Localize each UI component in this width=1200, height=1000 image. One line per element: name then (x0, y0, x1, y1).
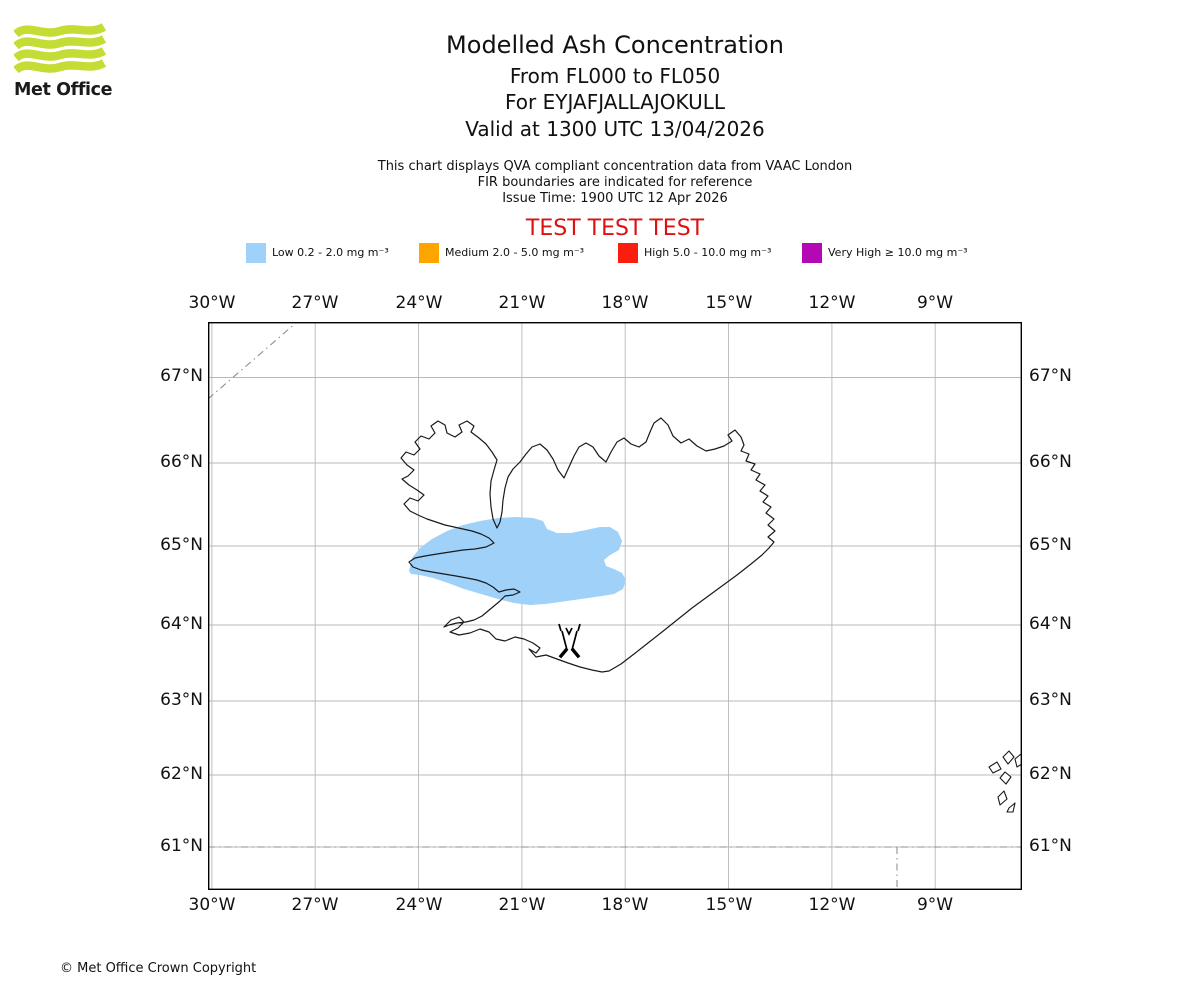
y-tick-left: 63°N (160, 690, 203, 710)
legend-swatch-high (618, 243, 638, 263)
y-tick-right: 61°N (1029, 836, 1072, 856)
y-tick-right: 62°N (1029, 764, 1072, 784)
legend-label-high: High 5.0 - 10.0 mg m⁻³ (644, 246, 772, 259)
y-tick-right: 65°N (1029, 535, 1072, 555)
y-tick-left: 65°N (160, 535, 203, 555)
flight-level-line: From FL000 to FL050 (509, 64, 721, 88)
x-tick-bottom: 9°W (916, 895, 954, 915)
valid-time-line: Valid at 1300 UTC 13/04/2026 (465, 117, 765, 141)
faroe-islands-coastline (988, 750, 1022, 813)
volcano-icon (558, 623, 581, 659)
y-tick-left: 66°N (160, 452, 203, 472)
volcano-line: For EYJAFJALLAJOKULL (505, 90, 725, 114)
note-issue-time: Issue Time: 1900 UTC 12 Apr 2026 (502, 191, 728, 206)
x-tick-top: 9°W (916, 293, 954, 313)
x-tick-top: 15°W (705, 293, 753, 313)
x-tick-bottom: 27°W (291, 895, 339, 915)
x-tick-top: 30°W (188, 293, 236, 313)
x-tick-top: 27°W (291, 293, 339, 313)
page-title: Modelled Ash Concentration (446, 31, 784, 59)
x-tick-bottom: 18°W (601, 895, 649, 915)
met-office-logo: Met Office (14, 22, 124, 100)
copyright-text: © Met Office Crown Copyright (60, 961, 257, 976)
legend-label-medium: Medium 2.0 - 5.0 mg m⁻³ (445, 246, 585, 259)
x-tick-top: 18°W (601, 293, 649, 313)
x-tick-top: 24°W (395, 293, 443, 313)
x-tick-bottom: 15°W (705, 895, 753, 915)
test-banner: TEST TEST TEST (525, 216, 705, 241)
iceland-coastline (400, 417, 776, 673)
y-tick-right: 64°N (1029, 614, 1072, 634)
x-tick-bottom: 24°W (395, 895, 443, 915)
legend-swatch-very-high (802, 243, 822, 263)
legend-swatch-medium (419, 243, 439, 263)
note-fir: FIR boundaries are indicated for referen… (477, 175, 753, 190)
note-qva: This chart displays QVA compliant concen… (377, 159, 853, 174)
x-tick-bottom: 30°W (188, 895, 236, 915)
met-office-logo-waves (14, 23, 106, 74)
y-tick-right: 66°N (1029, 452, 1072, 472)
met-office-logo-text: Met Office (14, 80, 113, 100)
y-tick-left: 67°N (160, 366, 203, 386)
y-tick-left: 62°N (160, 764, 203, 784)
map-border (208, 322, 1022, 890)
ash-concentration-area-low (409, 517, 626, 605)
y-tick-right: 67°N (1029, 366, 1072, 386)
fir-boundary-line (208, 322, 1022, 890)
map-canvas (208, 322, 1022, 890)
y-tick-right: 63°N (1029, 690, 1072, 710)
legend-swatch-low (246, 243, 266, 263)
x-tick-bottom: 21°W (498, 895, 546, 915)
y-tick-left: 64°N (160, 614, 203, 634)
x-tick-top: 21°W (498, 293, 546, 313)
x-tick-bottom: 12°W (808, 895, 856, 915)
graticule-grid (208, 322, 1022, 890)
y-tick-left: 61°N (160, 836, 203, 856)
legend-label-low: Low 0.2 - 2.0 mg m⁻³ (272, 246, 389, 259)
legend-label-very-high: Very High ≥ 10.0 mg m⁻³ (828, 246, 968, 259)
x-tick-top: 12°W (808, 293, 856, 313)
